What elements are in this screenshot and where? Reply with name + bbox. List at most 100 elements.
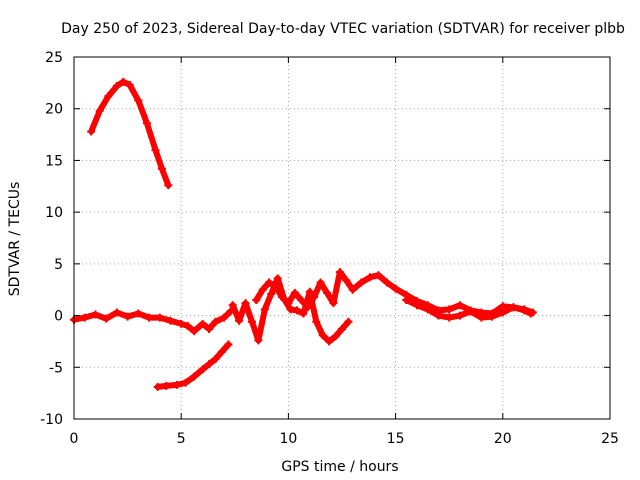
- data-point: [423, 305, 432, 314]
- data-point: [134, 309, 143, 318]
- data-point: [316, 278, 325, 287]
- y-tick-label: 0: [54, 309, 63, 325]
- data-point: [273, 274, 282, 283]
- data-point: [177, 319, 186, 328]
- y-tick-label: 20: [45, 102, 63, 118]
- data-point: [310, 292, 319, 301]
- data-series: [70, 77, 537, 391]
- data-point: [348, 285, 357, 294]
- y-tick-label: 5: [54, 257, 63, 273]
- data-point: [434, 311, 443, 320]
- series-arc-4: [228, 274, 353, 346]
- chart-title: Day 250 of 2023, Sidereal Day-to-day VTE…: [61, 21, 625, 37]
- data-point: [151, 146, 160, 155]
- data-point: [241, 299, 250, 308]
- data-point: [402, 296, 411, 305]
- data-point: [331, 332, 340, 341]
- data-point: [119, 77, 128, 86]
- data-point: [123, 312, 132, 321]
- data-point: [91, 310, 100, 319]
- data-point: [190, 372, 199, 381]
- x-axis-label: GPS time / hours: [281, 459, 398, 475]
- data-point: [258, 285, 267, 294]
- data-point: [277, 292, 286, 301]
- data-point: [228, 301, 237, 310]
- data-point: [342, 276, 351, 285]
- x-tick-label: 15: [387, 431, 405, 447]
- data-point: [198, 319, 207, 328]
- axes: 0 5 10 15 20 25 -10 -5 0 5 10 15 20 25: [40, 50, 619, 447]
- data-point: [205, 360, 214, 369]
- data-point: [303, 303, 312, 312]
- data-point: [498, 308, 507, 317]
- data-point: [286, 305, 295, 314]
- data-point: [172, 380, 181, 389]
- data-point: [205, 325, 214, 334]
- data-point: [112, 81, 121, 90]
- data-point: [211, 355, 220, 364]
- data-point: [520, 306, 529, 315]
- data-point: [318, 331, 327, 340]
- data-point: [125, 80, 134, 89]
- series-arc-2: [70, 307, 235, 336]
- x-tick-label: 5: [177, 431, 186, 447]
- series-arc-3: [153, 340, 233, 391]
- data-point: [455, 311, 464, 320]
- series-trace: [88, 78, 172, 189]
- data-point: [509, 303, 518, 312]
- data-point: [338, 325, 346, 334]
- data-point: [344, 317, 353, 326]
- y-axis-label: SDTVAR / TECUs: [7, 182, 23, 297]
- x-tick-label: 25: [601, 431, 619, 447]
- data-point: [198, 365, 207, 374]
- data-point: [104, 92, 113, 101]
- y-tick-label: -5: [49, 360, 63, 376]
- grid: [74, 57, 610, 419]
- data-point: [267, 289, 276, 298]
- data-point: [112, 308, 121, 317]
- data-point: [297, 296, 306, 305]
- data-point: [292, 306, 301, 315]
- data-point: [290, 288, 299, 297]
- data-point: [335, 268, 344, 277]
- data-point: [95, 106, 104, 115]
- data-point: [224, 340, 233, 349]
- data-point: [155, 313, 164, 322]
- data-point: [134, 96, 143, 105]
- series-trace: [154, 341, 232, 390]
- data-point: [164, 181, 173, 190]
- series-arc-1: [87, 77, 173, 190]
- data-point: [325, 337, 334, 346]
- data-point: [181, 378, 190, 387]
- data-point: [102, 314, 111, 323]
- data-point: [190, 327, 199, 336]
- data-point: [254, 336, 263, 345]
- data-point: [162, 381, 171, 390]
- data-point: [80, 313, 89, 322]
- x-tick-label: 0: [70, 431, 79, 447]
- data-point: [299, 309, 308, 318]
- data-point: [391, 284, 400, 293]
- data-point: [217, 347, 226, 356]
- data-point: [157, 164, 166, 173]
- data-point: [305, 287, 314, 296]
- y-tick-label: -10: [40, 412, 63, 428]
- data-point: [526, 309, 535, 318]
- data-point: [374, 271, 383, 280]
- x-tick-label: 20: [494, 431, 512, 447]
- y-tick-label: 25: [45, 50, 63, 66]
- data-point: [455, 301, 464, 310]
- data-point: [488, 312, 497, 321]
- series-arc-6: [402, 296, 535, 322]
- data-point: [383, 278, 392, 287]
- plot-border: [73, 56, 611, 420]
- data-point: [252, 296, 261, 305]
- data-point: [357, 278, 366, 287]
- data-point: [235, 316, 244, 325]
- data-point: [329, 299, 338, 308]
- data-point: [445, 305, 454, 314]
- data-point: [211, 317, 220, 326]
- data-point: [365, 273, 374, 282]
- y-tick-label: 15: [45, 153, 63, 169]
